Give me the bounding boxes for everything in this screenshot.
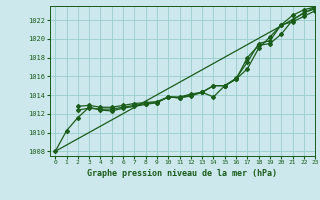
X-axis label: Graphe pression niveau de la mer (hPa): Graphe pression niveau de la mer (hPa) xyxy=(87,169,277,178)
